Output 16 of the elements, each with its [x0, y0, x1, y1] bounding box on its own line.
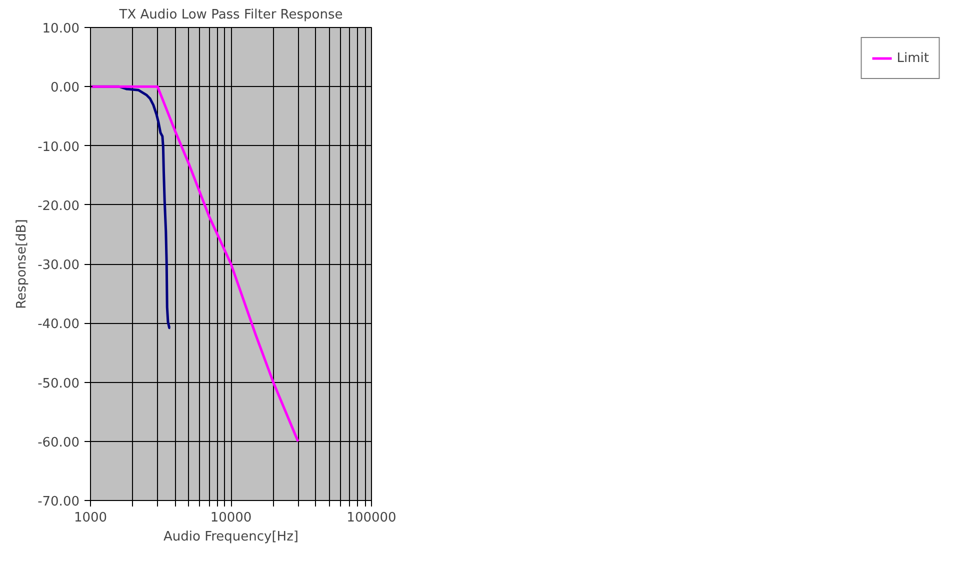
legend-label: Limit [896, 50, 929, 66]
y-tick-label: -40.00 [38, 317, 80, 332]
y-tick-label: -30.00 [38, 258, 80, 273]
x-tick-label: 10000 [210, 510, 252, 526]
y-tick-label: -10.00 [38, 140, 80, 155]
y-tick-label: 0.00 [50, 80, 80, 96]
y-tick-label: -20.00 [38, 198, 80, 214]
chart-title: TX Audio Low Pass Filter Response [118, 8, 343, 22]
y-tick-label: -50.00 [38, 376, 80, 392]
y-tick-label: 10.00 [42, 22, 80, 36]
y-axis-title: Response[dB] [14, 219, 30, 309]
x-tick-label: 100000 [346, 510, 396, 526]
x-tick-label: 1000 [74, 510, 108, 526]
y-tick-label: -60.00 [38, 435, 80, 450]
x-axis-title: Audio Frequency[Hz] [164, 530, 298, 544]
y-tick-label: -70.00 [38, 494, 80, 510]
